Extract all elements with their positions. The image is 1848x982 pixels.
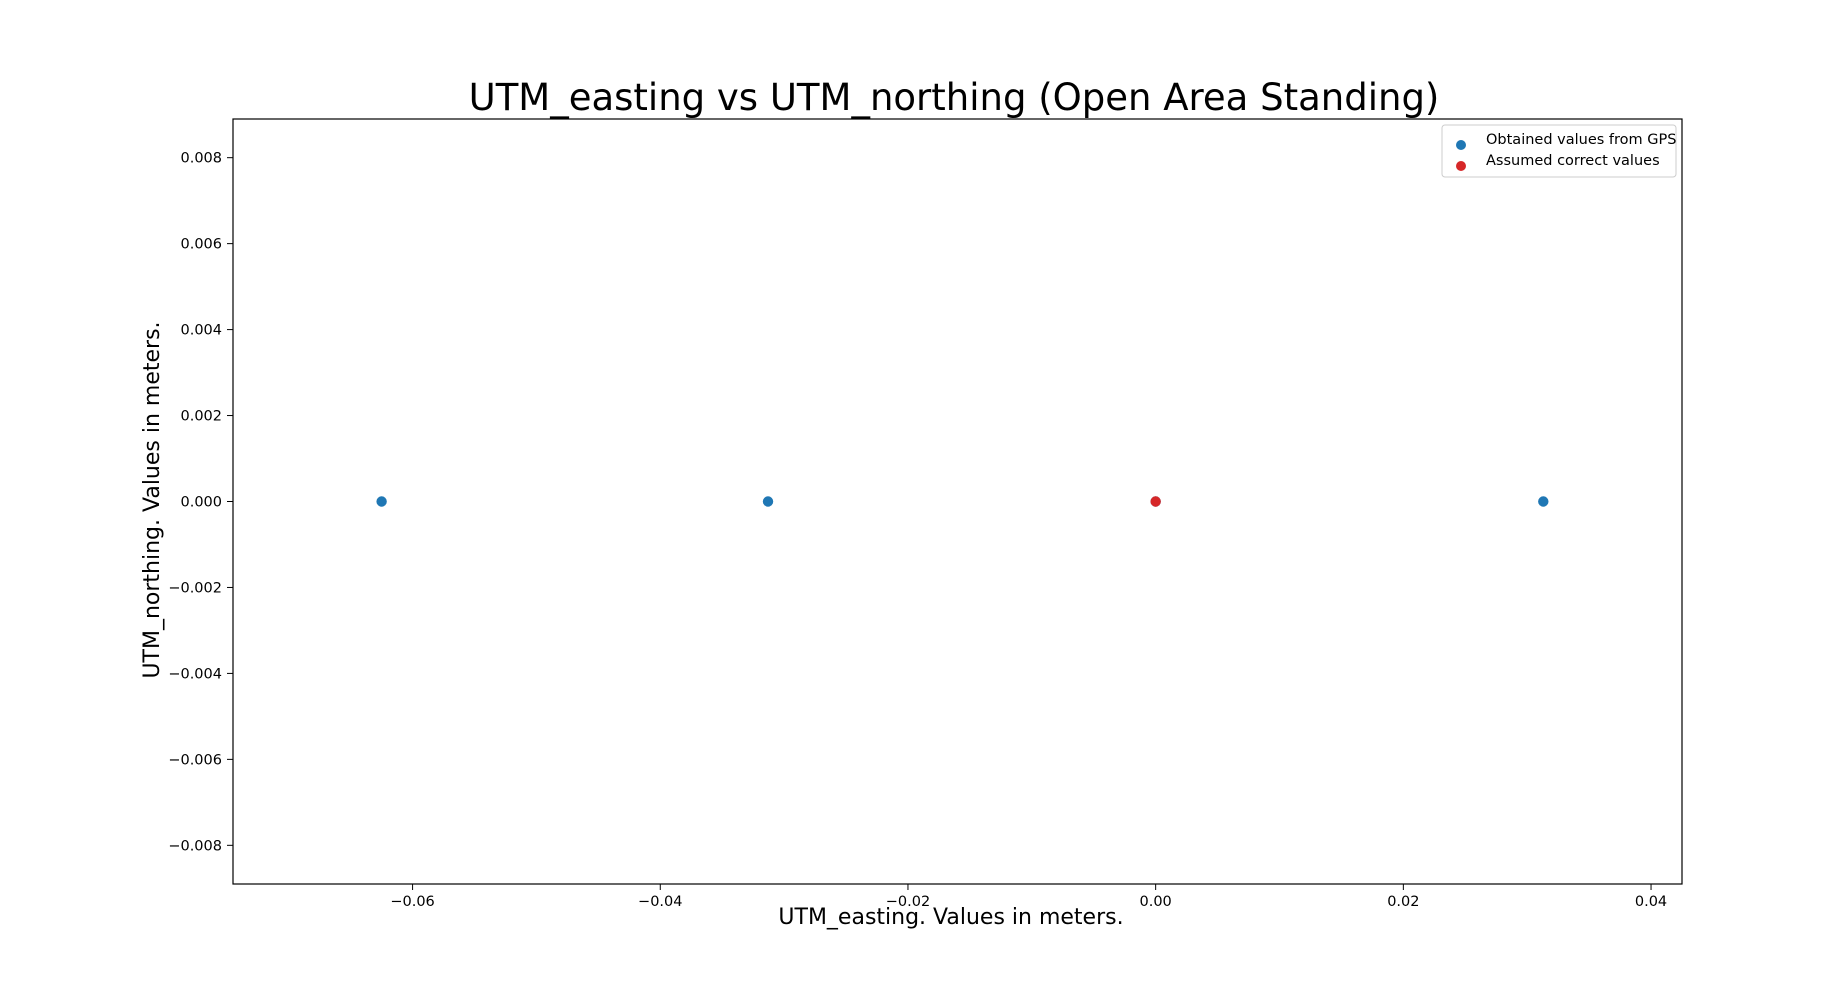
x-axis: −0.06 −0.04 −0.02 0.00 0.02 0.04: [390, 884, 1667, 910]
y-tick-label: −0.002: [168, 580, 222, 596]
x-tick-label: −0.02: [886, 894, 930, 910]
y-tick-label: 0.004: [180, 323, 222, 339]
y-tick-label: −0.004: [168, 666, 222, 682]
x-tick-label: 0.00: [1140, 894, 1172, 910]
legend: Obtained values from GPS Assumed correct …: [1441, 124, 1677, 178]
legend-label: Assumed correct values: [1486, 153, 1660, 169]
legend-label: Obtained values from GPS: [1486, 132, 1676, 148]
x-tick-label: −0.04: [638, 894, 682, 910]
plot-border: [232, 118, 1683, 885]
y-tick-label: −0.008: [168, 838, 222, 854]
data-points: [376, 496, 1549, 507]
plot-area: [232, 118, 1683, 885]
y-tick-label: 0.002: [180, 409, 222, 425]
x-axis-title: UTM_easting. Values in meters.: [778, 905, 1123, 930]
correct-point: [1150, 496, 1161, 507]
y-axis-title: UTM_northing. Values in meters.: [140, 321, 165, 678]
x-tick-label: −0.06: [390, 894, 434, 910]
gps-point: [1538, 496, 1549, 507]
y-tick-label: 0.006: [180, 237, 222, 253]
y-tick-label: −0.006: [168, 752, 222, 768]
legend-marker: [1456, 140, 1466, 150]
x-tick-label: 0.04: [1635, 894, 1667, 910]
x-tick-label: 0.02: [1387, 894, 1419, 910]
y-axis: 0.008 0.006 0.004 0.002 0.000 −0.002 −0.004 −0.…: [168, 151, 233, 854]
chart-title: UTM_easting vs UTM_northing (Open Area S…: [469, 76, 1440, 119]
y-tick-label: 0.008: [180, 151, 222, 167]
gps-point: [376, 496, 387, 507]
y-tick-label: 0.000: [180, 495, 222, 511]
gps-point: [762, 496, 774, 507]
legend-box: [1441, 124, 1677, 178]
legend-marker: [1456, 161, 1466, 171]
